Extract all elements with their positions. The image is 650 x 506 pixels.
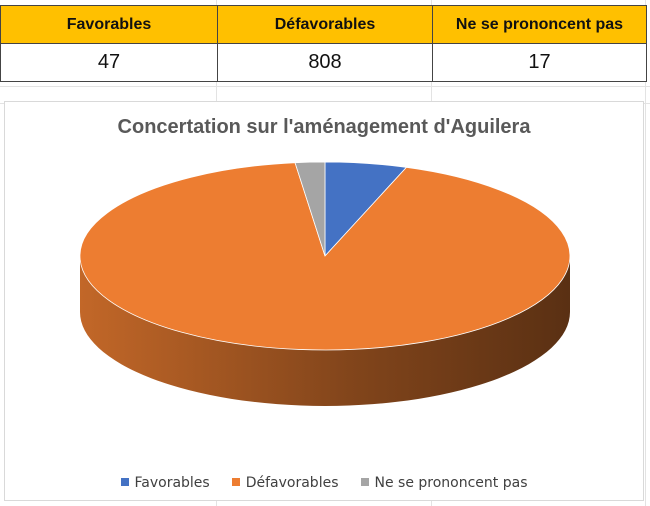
pie-slice-ne-se-prononcent-pas[interactable] [294,161,326,257]
value-cell-defavorables[interactable]: 808 [217,43,433,82]
chart-legend: Favorables Défavorables Ne se prononcent p… [5,475,643,491]
summary-table: Favorables Défavorables Ne se prononcent… [0,5,647,82]
pie-chart[interactable]: Concertation sur l'aménagement d'Aguiler… [4,101,644,501]
summary-values-row: 47 808 17 [0,43,647,82]
pie-slice-defavorables[interactable] [79,162,571,351]
legend-item[interactable]: Défavorables [231,475,339,491]
legend-swatch [231,478,240,486]
value-cell-favorables[interactable]: 47 [0,43,218,82]
grid-line [0,86,650,87]
pie-plot-area [79,161,571,406]
legend-label: Ne se prononcent pas [374,475,528,491]
header-cell-favorables[interactable]: Favorables [0,5,218,44]
legend-item[interactable]: Favorables [120,475,210,491]
grid-line [645,0,646,506]
summary-header-row: Favorables Défavorables Ne se prononcent… [0,5,647,44]
legend-item[interactable]: Ne se prononcent pas [360,475,528,491]
header-cell-defavorables[interactable]: Défavorables [217,5,433,44]
value-cell-ne-se-prononcent-pas[interactable]: 17 [432,43,647,82]
pie-side-wall [80,256,570,406]
legend-swatch [360,478,369,486]
legend-swatch [120,478,129,486]
chart-title: Concertation sur l'aménagement d'Aguiler… [117,116,531,138]
header-cell-ne-se-prononcent-pas[interactable]: Ne se prononcent pas [432,5,647,44]
legend-label: Défavorables [245,475,339,491]
legend-label: Favorables [134,475,210,491]
